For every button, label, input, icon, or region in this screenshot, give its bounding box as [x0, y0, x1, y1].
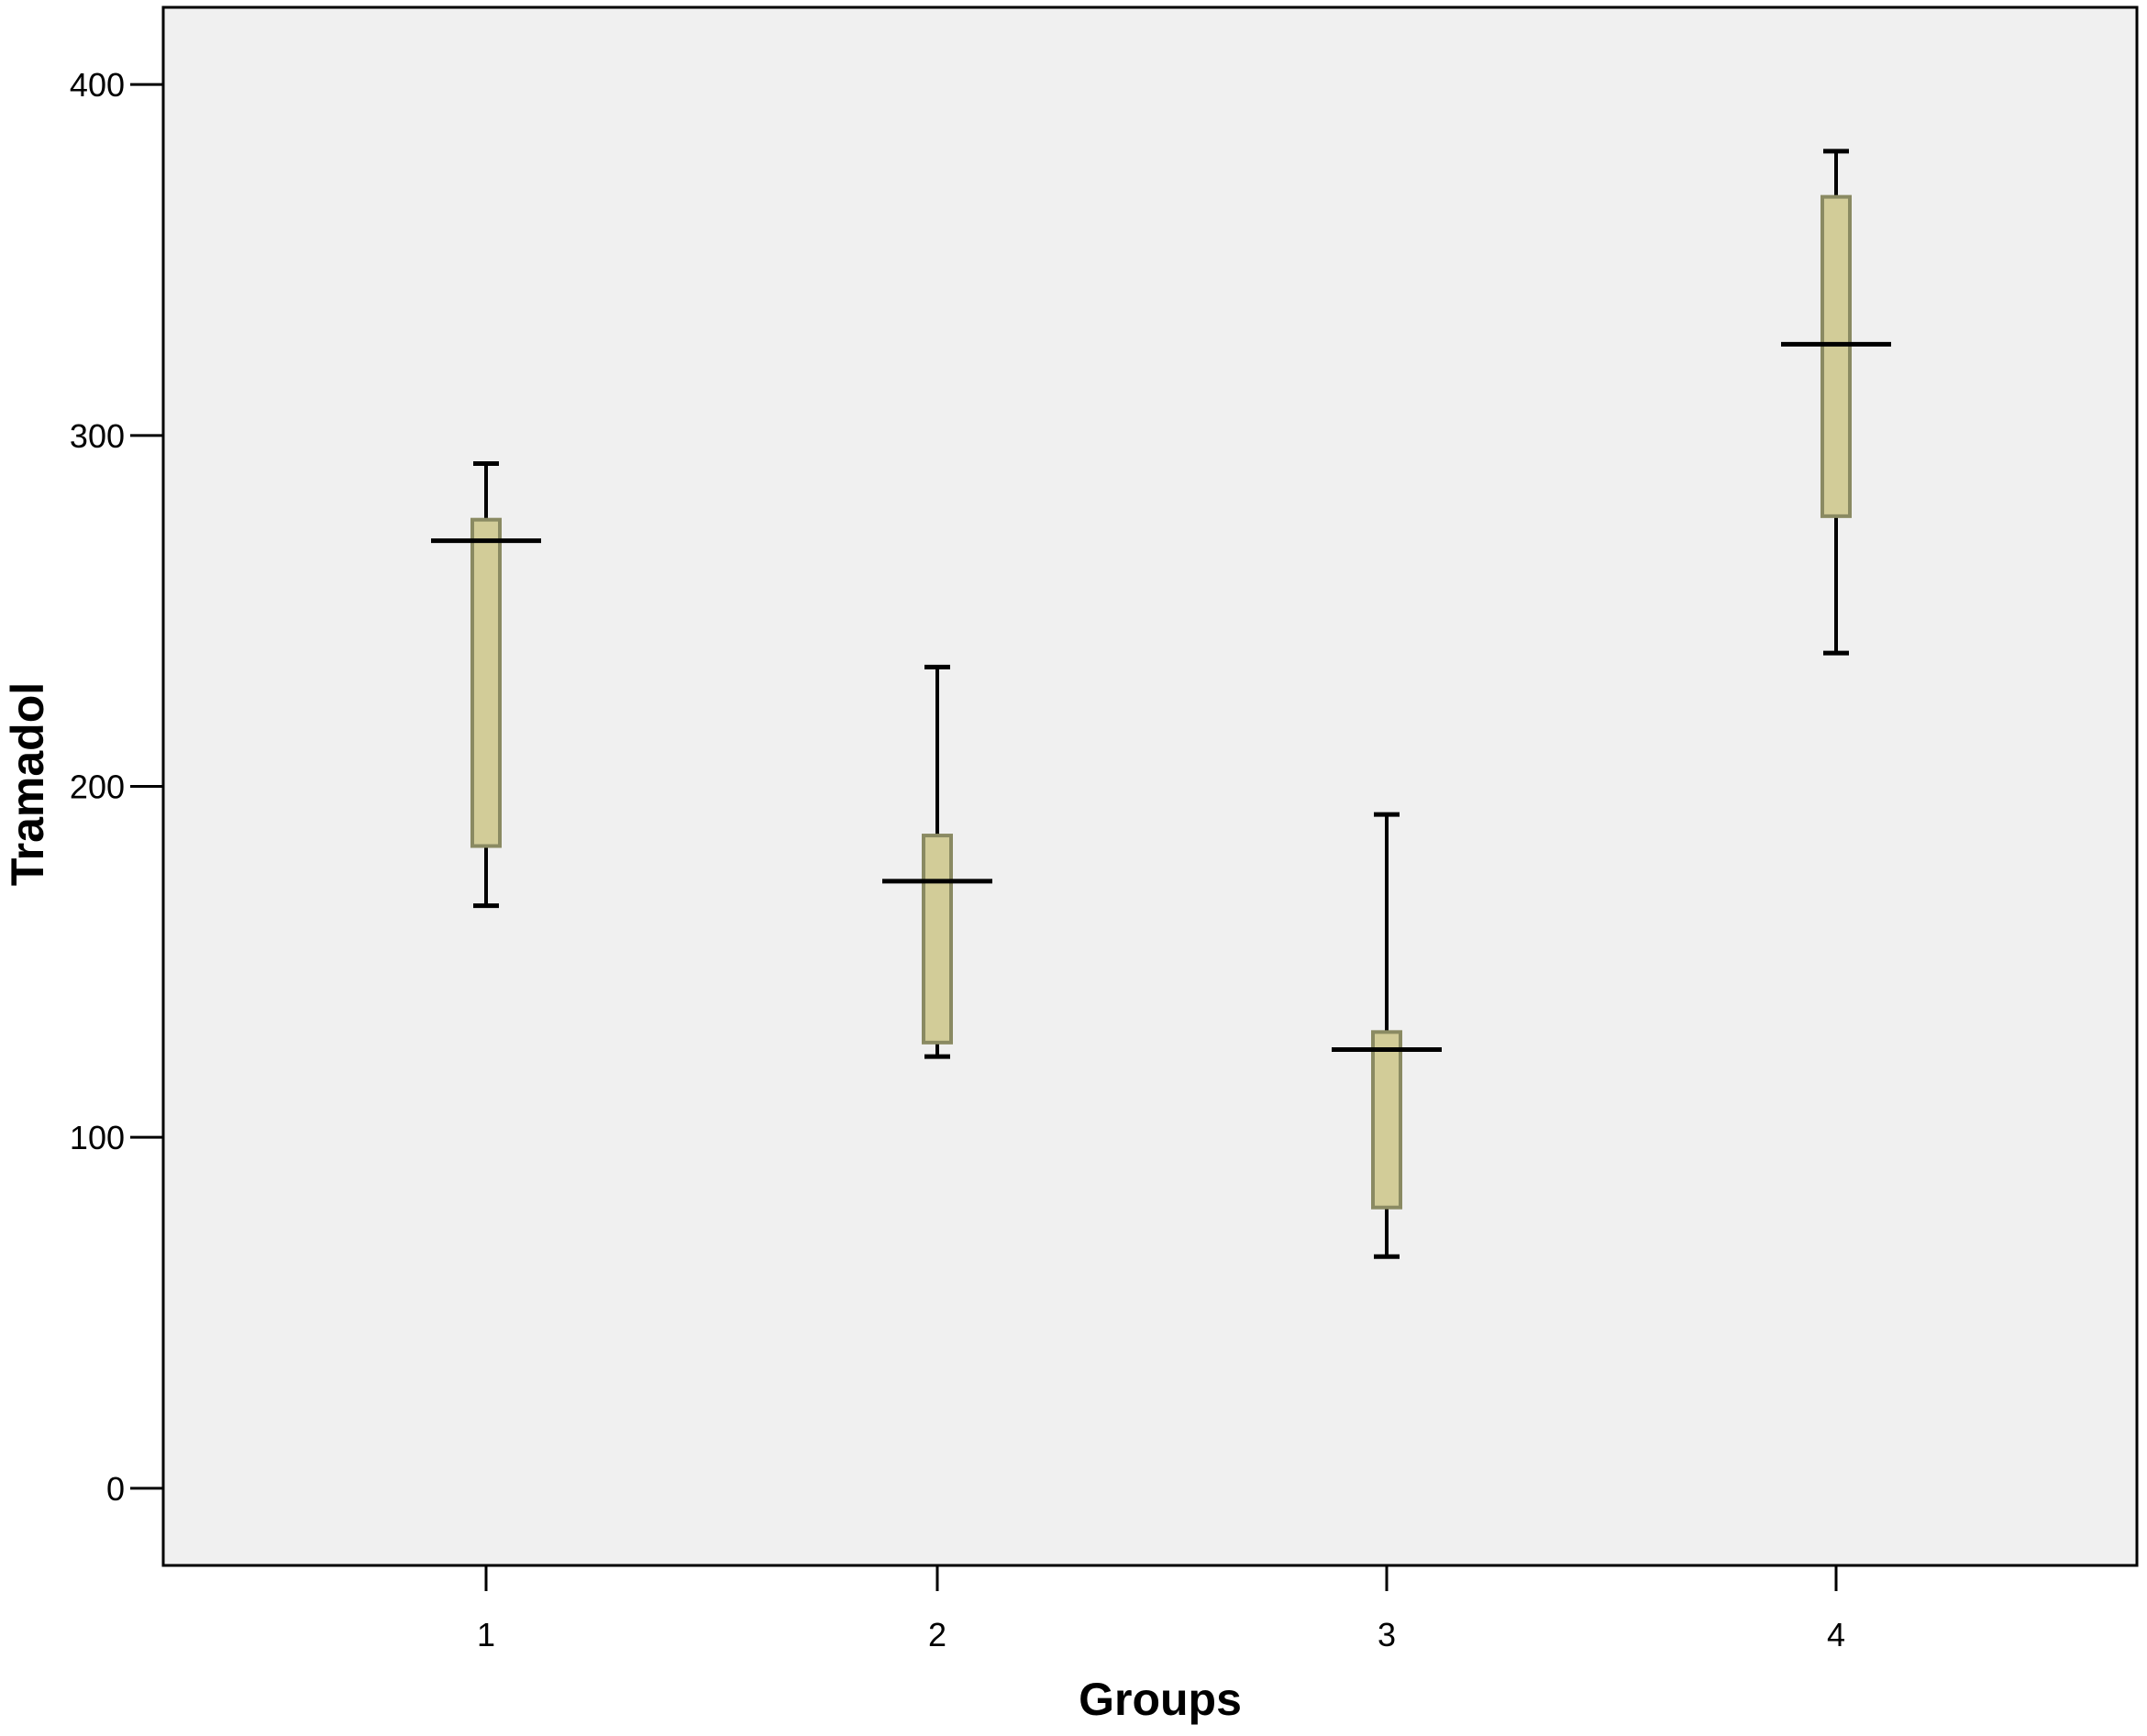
- x-axis: 1 2 3 4: [477, 1565, 1845, 1653]
- boxes: [431, 149, 1891, 1259]
- box-2: [922, 834, 953, 1045]
- x-tick-label-3: 3: [1378, 1616, 1396, 1653]
- box-group-1: [431, 460, 541, 909]
- y-axis: 0 100 200 300 400: [70, 66, 163, 1508]
- box-4: [1821, 194, 1852, 518]
- box-group-2: [882, 664, 992, 1059]
- x-axis-title: Groups: [1079, 1674, 1242, 1725]
- x-tick-label-4: 4: [1827, 1616, 1845, 1653]
- y-tick-label-300: 300: [70, 417, 125, 455]
- box-3: [1371, 1030, 1402, 1210]
- x-tick-label-1: 1: [477, 1616, 495, 1653]
- y-tick-label-200: 200: [70, 768, 125, 806]
- box-group-4: [1781, 149, 1891, 656]
- y-tick-label-100: 100: [70, 1119, 125, 1156]
- box-group-3: [1332, 812, 1442, 1259]
- y-tick-label-0: 0: [106, 1470, 125, 1508]
- y-axis-title: Tramadol: [2, 682, 53, 886]
- y-tick-label-400: 400: [70, 66, 125, 104]
- box-1: [470, 517, 502, 848]
- x-tick-label-2: 2: [928, 1616, 946, 1653]
